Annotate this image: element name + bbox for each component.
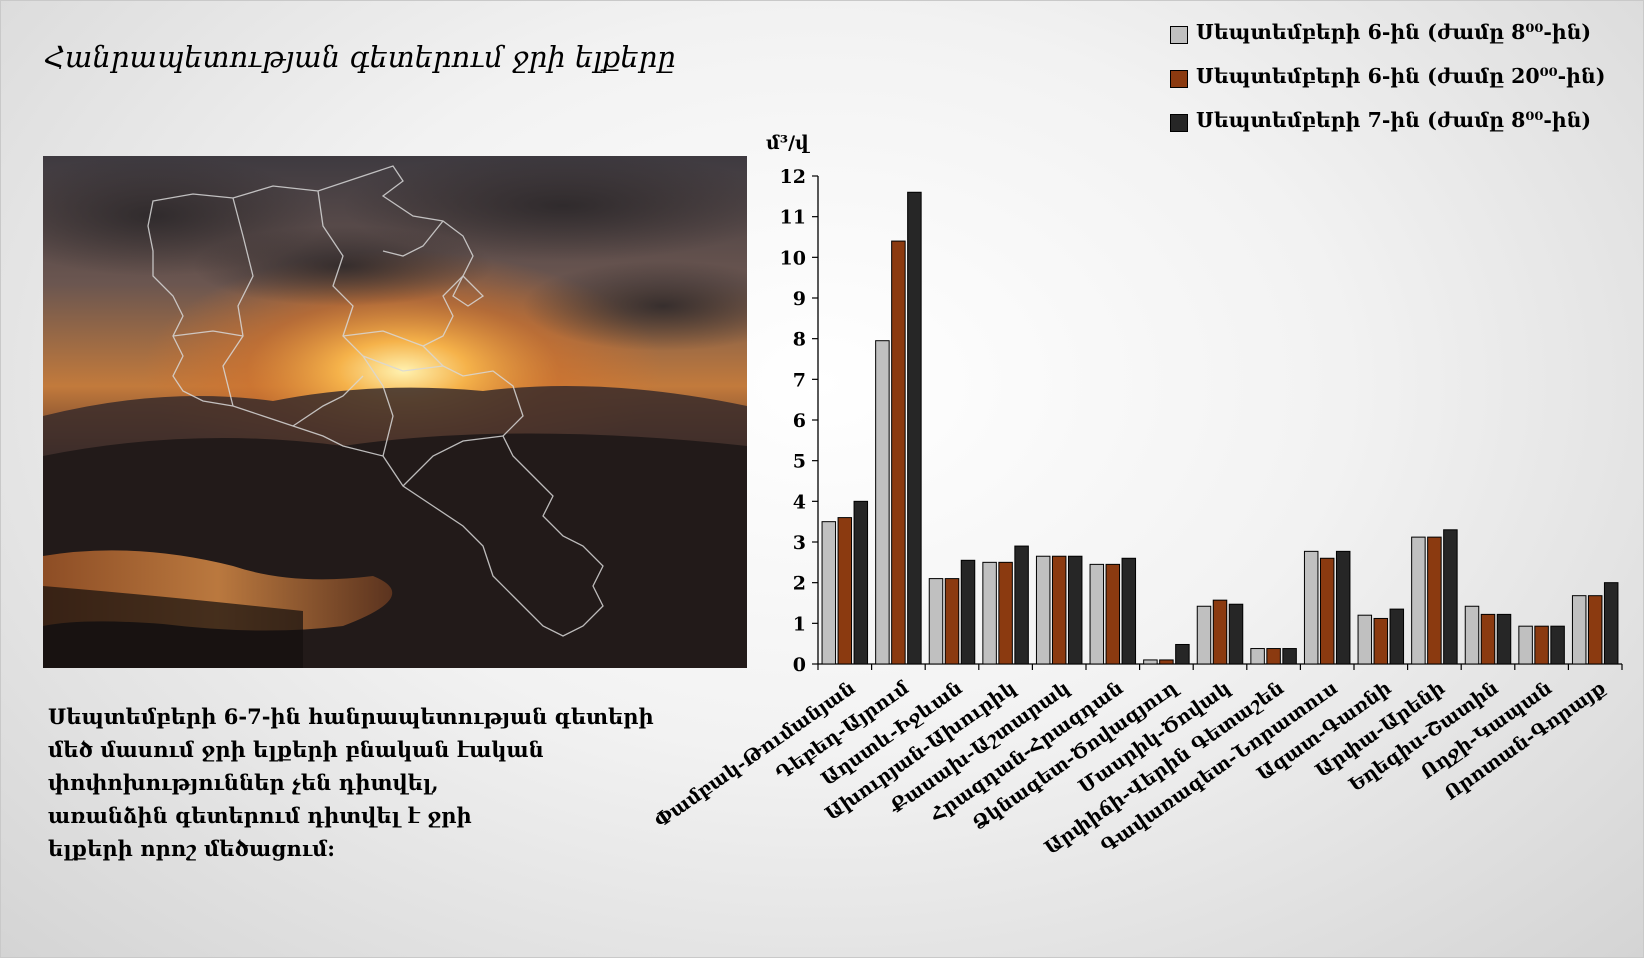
- bar-series-2: [1587, 595, 1603, 665]
- y-tick-label: 7: [793, 369, 806, 391]
- bar-series-1: [1250, 648, 1265, 665]
- bar-series-3: [1014, 545, 1029, 665]
- y-tick-label: 3: [793, 532, 806, 554]
- bar-series-2: [1534, 625, 1549, 665]
- y-tick-label: 12: [780, 166, 806, 188]
- y-tick-label: 5: [793, 451, 806, 473]
- bar-series-3: [1550, 625, 1565, 665]
- y-axis-unit-label: մ³/վ: [766, 132, 809, 154]
- bar-series-3: [1496, 613, 1512, 665]
- legend-swatch: [1170, 26, 1188, 44]
- y-tick-label: 0: [793, 654, 806, 676]
- bar-series-3: [1121, 557, 1137, 665]
- bar-series-3: [1443, 529, 1458, 665]
- legend-label: Սեպտեմբերի 6-ին (ժամը 8⁰⁰-ին): [1196, 20, 1592, 44]
- caption-line: մեծ մասում ջրի ելքերի բնական էական: [48, 737, 544, 762]
- bar-series-1: [1464, 605, 1480, 665]
- caption-line: ելքերի որոշ մեծացում:: [48, 836, 336, 861]
- bar-series-2: [1212, 599, 1228, 665]
- y-tick-label: 2: [793, 573, 806, 595]
- legend-label: Սեպտեմբերի 7-ին (ժամը 8⁰⁰-ին): [1196, 108, 1592, 132]
- bar-series-2: [1266, 648, 1281, 665]
- bar-series-3: [1228, 603, 1244, 665]
- bar-series-1: [1089, 563, 1105, 665]
- bar-series-1: [1571, 595, 1587, 665]
- sunset-photo-with-armenia-map: [43, 156, 747, 668]
- bar-series-3: [1282, 648, 1297, 665]
- y-tick-label: 6: [793, 410, 806, 432]
- bar-series-2: [1427, 536, 1442, 665]
- y-tick-label: 4: [793, 491, 806, 513]
- bar-series-2: [1319, 557, 1335, 665]
- bar-series-1: [1518, 625, 1533, 665]
- bar-series-2: [891, 240, 906, 665]
- bar-series-3: [907, 191, 922, 665]
- bar-series-1: [1035, 555, 1051, 665]
- bar-series-2: [1159, 659, 1174, 665]
- bar-series-3: [1389, 608, 1405, 665]
- legend-swatch: [1170, 114, 1188, 132]
- bar-series-1: [1143, 659, 1158, 665]
- legend-label: Սեպտեմբերի 6-ին (ժամը 20⁰⁰-ին): [1196, 64, 1606, 88]
- bar-series-1: [1303, 550, 1319, 665]
- bar-series-2: [837, 517, 853, 665]
- bar-series-1: [821, 521, 837, 665]
- bar-series-1: [875, 340, 890, 665]
- bar-series-1: [928, 578, 944, 665]
- caption-line: փոփոխություններ չեն դիտվել,: [48, 770, 439, 795]
- y-tick-label: 11: [780, 207, 806, 229]
- bar-series-2: [998, 561, 1013, 665]
- bar-series-2: [1480, 613, 1496, 665]
- legend-swatch: [1170, 70, 1188, 88]
- bar-series-3: [1335, 550, 1351, 665]
- caption-line: առանձին գետերում դիտվել է ջրի: [48, 803, 472, 828]
- bar-series-3: [1603, 582, 1619, 665]
- bar-series-2: [1051, 555, 1067, 665]
- bar-series-1: [1357, 614, 1373, 665]
- y-tick-label: 9: [793, 288, 806, 310]
- bar-series-3: [1067, 555, 1083, 665]
- bar-series-3: [853, 500, 869, 665]
- y-tick-label: 8: [793, 329, 806, 351]
- bar-series-2: [1373, 617, 1389, 665]
- bar-series-1: [982, 561, 997, 665]
- y-tick-label: 1: [793, 613, 806, 635]
- y-tick-label: 10: [780, 247, 806, 269]
- photo-image: [43, 156, 747, 668]
- bar-series-1: [1411, 536, 1426, 665]
- bar-series-2: [1105, 563, 1121, 665]
- bar-series-3: [1175, 643, 1190, 665]
- slide-title: Հանրապետության գետերում ջրի ելքերը: [44, 40, 676, 74]
- caption-line: Սեպտեմբերի 6-7-ին հանրապետության գետերի: [48, 704, 654, 729]
- bar-series-2: [944, 578, 960, 665]
- armenia-map-outline: [147, 165, 604, 637]
- bar-series-1: [1196, 605, 1212, 665]
- caption-text: Սեպտեմբերի 6-7-ին հանրապետության գետերի …: [48, 700, 654, 865]
- bar-series-3: [960, 559, 976, 665]
